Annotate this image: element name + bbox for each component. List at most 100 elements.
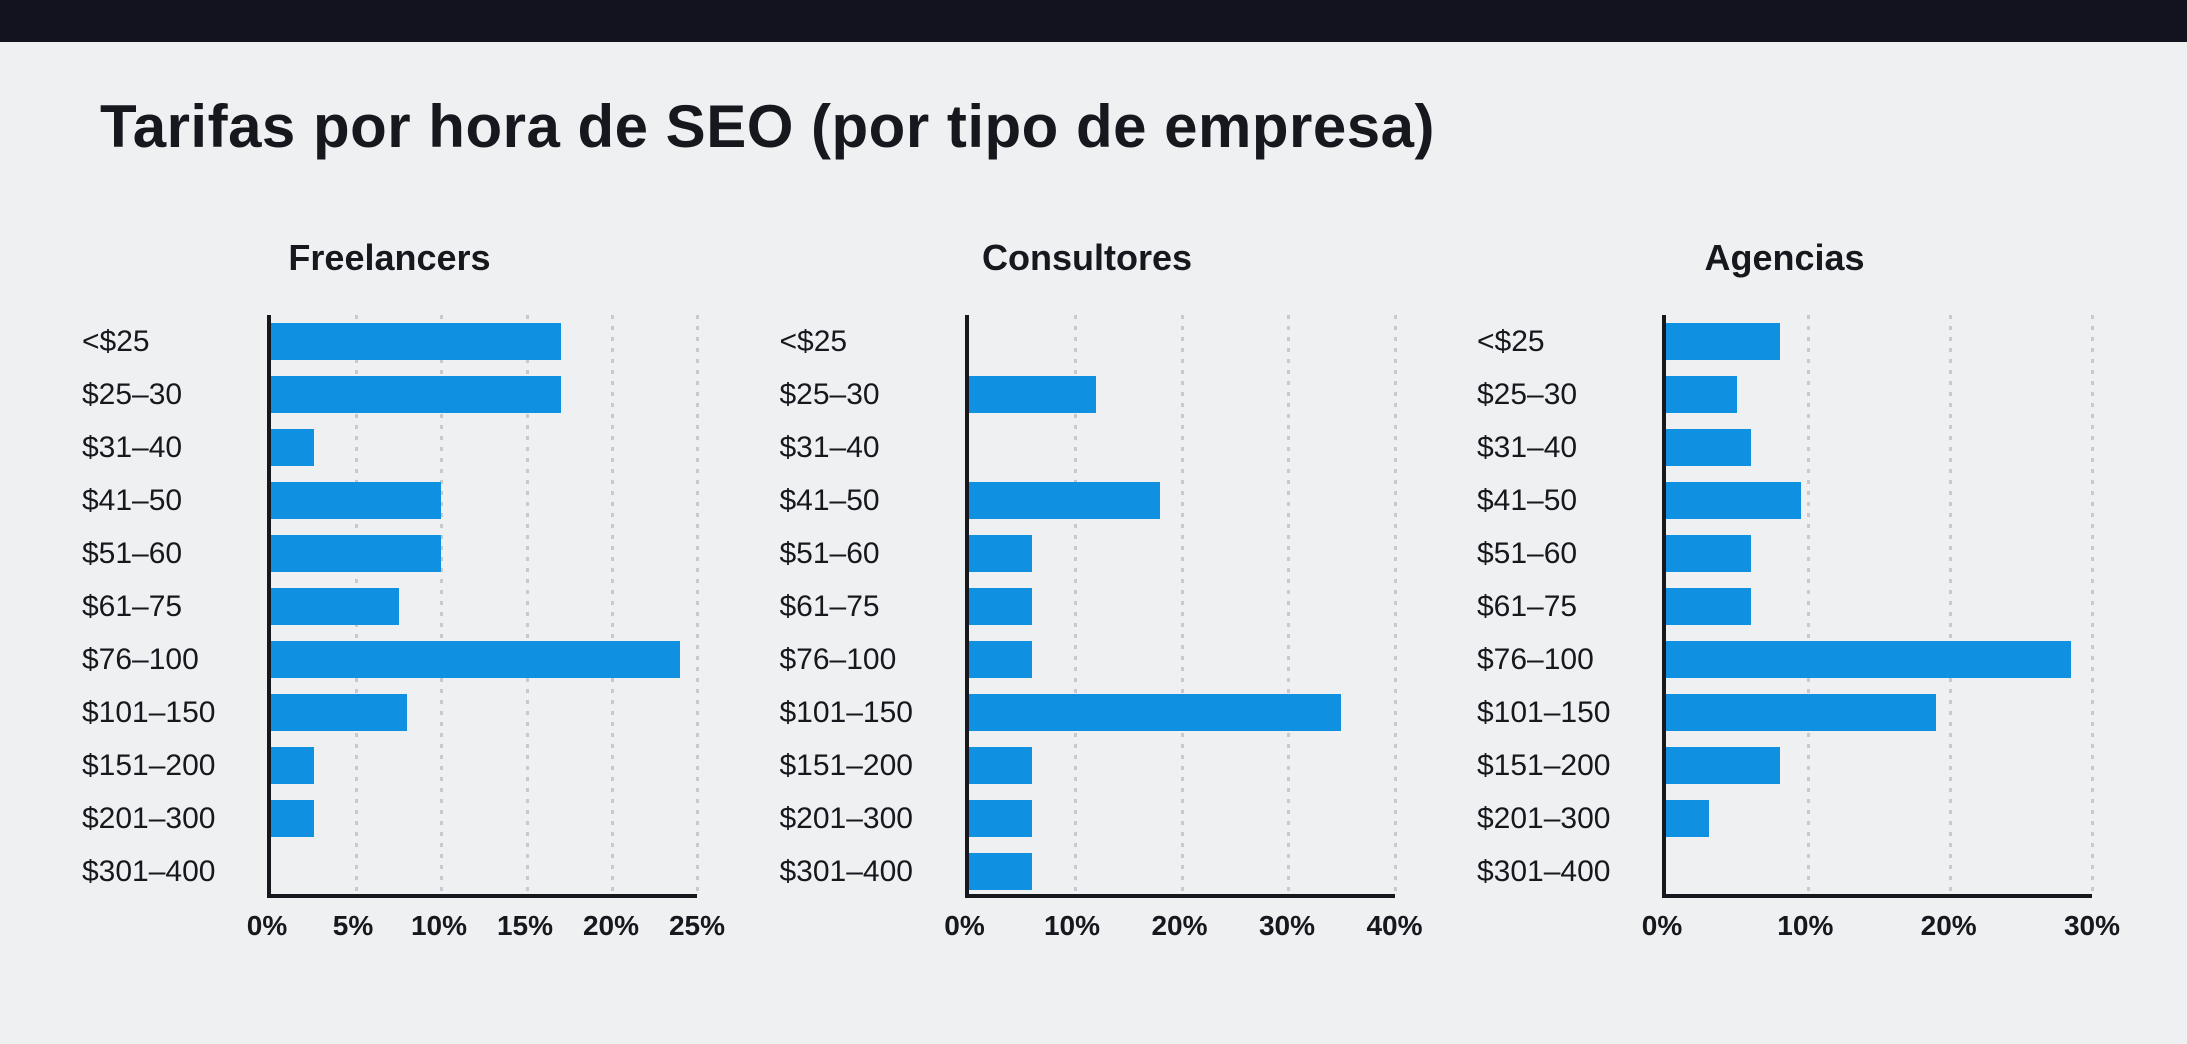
bar-row [271, 368, 697, 421]
category-label: $201–300 [779, 801, 913, 835]
category-label: $51–60 [1477, 536, 1578, 570]
bar-row [1666, 421, 2092, 474]
bars [1666, 315, 2092, 894]
bar [968, 747, 1033, 784]
x-tick-label: 10% [410, 910, 468, 941]
category-label: $301–400 [779, 854, 913, 888]
category-label: $201–300 [82, 801, 216, 835]
grid-line [2091, 315, 2094, 894]
bar-row [271, 686, 697, 739]
category-label: $25–30 [1477, 377, 1578, 411]
bar-row [271, 792, 697, 845]
bar [271, 535, 442, 572]
grid-line [1393, 315, 1397, 894]
bar [271, 800, 314, 837]
bar [1666, 747, 1780, 784]
bar-row [271, 315, 697, 368]
category-label: $51–60 [779, 536, 880, 570]
x-tick-label: 15% [496, 910, 554, 941]
bar-row [271, 845, 697, 898]
bar [1666, 588, 1752, 625]
x-tick-label: 0% [944, 910, 985, 941]
bar-row [1666, 739, 2092, 792]
bar-row [969, 421, 1395, 474]
grid-line [1948, 315, 1952, 894]
bar [1666, 482, 1801, 519]
bar-row [969, 315, 1395, 368]
x-tick-label: 20% [582, 910, 640, 941]
grid-line [1287, 315, 1290, 894]
category-label: $41–50 [1477, 483, 1578, 517]
bar-row [968, 474, 1395, 527]
bar-row [968, 368, 1395, 421]
bar [271, 482, 442, 519]
category-label: $25–30 [779, 377, 880, 411]
bar [968, 588, 1033, 625]
bar-row [271, 527, 697, 580]
x-tick-label: 10% [1043, 910, 1101, 941]
x-tick-label: 20% [1151, 910, 1208, 941]
bar [1666, 535, 1752, 572]
bar-row [271, 474, 697, 527]
bar-row [968, 845, 1395, 898]
chart-freelancers: Freelancers <$25 $25–30 $31–40 $41–50 $51–60… [82, 237, 725, 950]
bar [968, 482, 1161, 519]
x-axis-labels: 0% 10% 20% 30% 40% [944, 910, 1422, 950]
category-label: $76–100 [82, 642, 199, 676]
bar-row [968, 633, 1395, 686]
category-label: $151–200 [1477, 748, 1611, 782]
plot-area [267, 315, 699, 898]
bar-row [1666, 633, 2092, 686]
bars [968, 315, 1395, 894]
x-axis-labels: 0% 10% 20% 30% [1642, 910, 2120, 950]
bar [1666, 323, 1780, 360]
x-tick-label: 10% [1777, 910, 1834, 941]
bar [271, 376, 561, 413]
bar [271, 588, 399, 625]
bar [1666, 376, 1737, 413]
category-label: $51–60 [82, 536, 183, 570]
chart-title: Freelancers [288, 237, 491, 278]
category-label: $76–100 [779, 642, 897, 676]
bar-row [1666, 686, 2092, 739]
category-label: $25–30 [82, 377, 183, 411]
category-labels: <$25 $25–30 $31–40 $41–50 $51–60 $61–75 $76–10… [1477, 315, 1662, 898]
bar-row [1666, 845, 2092, 898]
page-title: Tarifas por hora de SEO (por tipo de emp… [100, 93, 1435, 160]
charts-row: Freelancers <$25 $25–30 $31–40 $41–50 $51–60… [0, 237, 2187, 950]
bar [1666, 694, 1936, 731]
bar-row [271, 739, 697, 792]
category-label: <$25 [779, 324, 848, 358]
bars [271, 315, 697, 894]
bar [968, 535, 1033, 572]
bar [271, 429, 314, 466]
category-label: $301–400 [82, 854, 216, 888]
category-label: $101–150 [1477, 695, 1611, 729]
x-tick-label: 0% [246, 910, 288, 941]
bar-row [1666, 527, 2092, 580]
category-label: $301–400 [1477, 854, 1611, 888]
category-label: $151–200 [82, 748, 216, 782]
bar-row [271, 633, 697, 686]
bar-row [271, 421, 697, 474]
grid-line [696, 315, 699, 894]
bar-row [968, 580, 1395, 633]
bar-row [968, 686, 1395, 739]
bar [271, 694, 408, 731]
category-labels: <$25 $25–30 $31–40 $41–50 $51–60 $61–75 $76–10… [780, 315, 965, 898]
category-label: <$25 [1477, 324, 1545, 358]
x-tick-label: 30% [2063, 910, 2121, 941]
grid-line [440, 315, 444, 894]
category-label: $31–40 [82, 430, 183, 464]
plot: <$25 $25–30 $31–40 $41–50 $51–60 $61–75 $76–10… [780, 315, 1397, 898]
grid-line [525, 315, 529, 894]
plot: <$25 $25–30 $31–40 $41–50 $51–60 $61–75 $76–10… [1477, 315, 2094, 898]
category-label: $151–200 [779, 748, 913, 782]
bar-row [968, 739, 1395, 792]
grid-line [1074, 315, 1077, 894]
bar [271, 323, 561, 360]
x-tick-label: 40% [1366, 910, 1423, 941]
bar-row [968, 527, 1395, 580]
gridlines [969, 315, 1397, 894]
